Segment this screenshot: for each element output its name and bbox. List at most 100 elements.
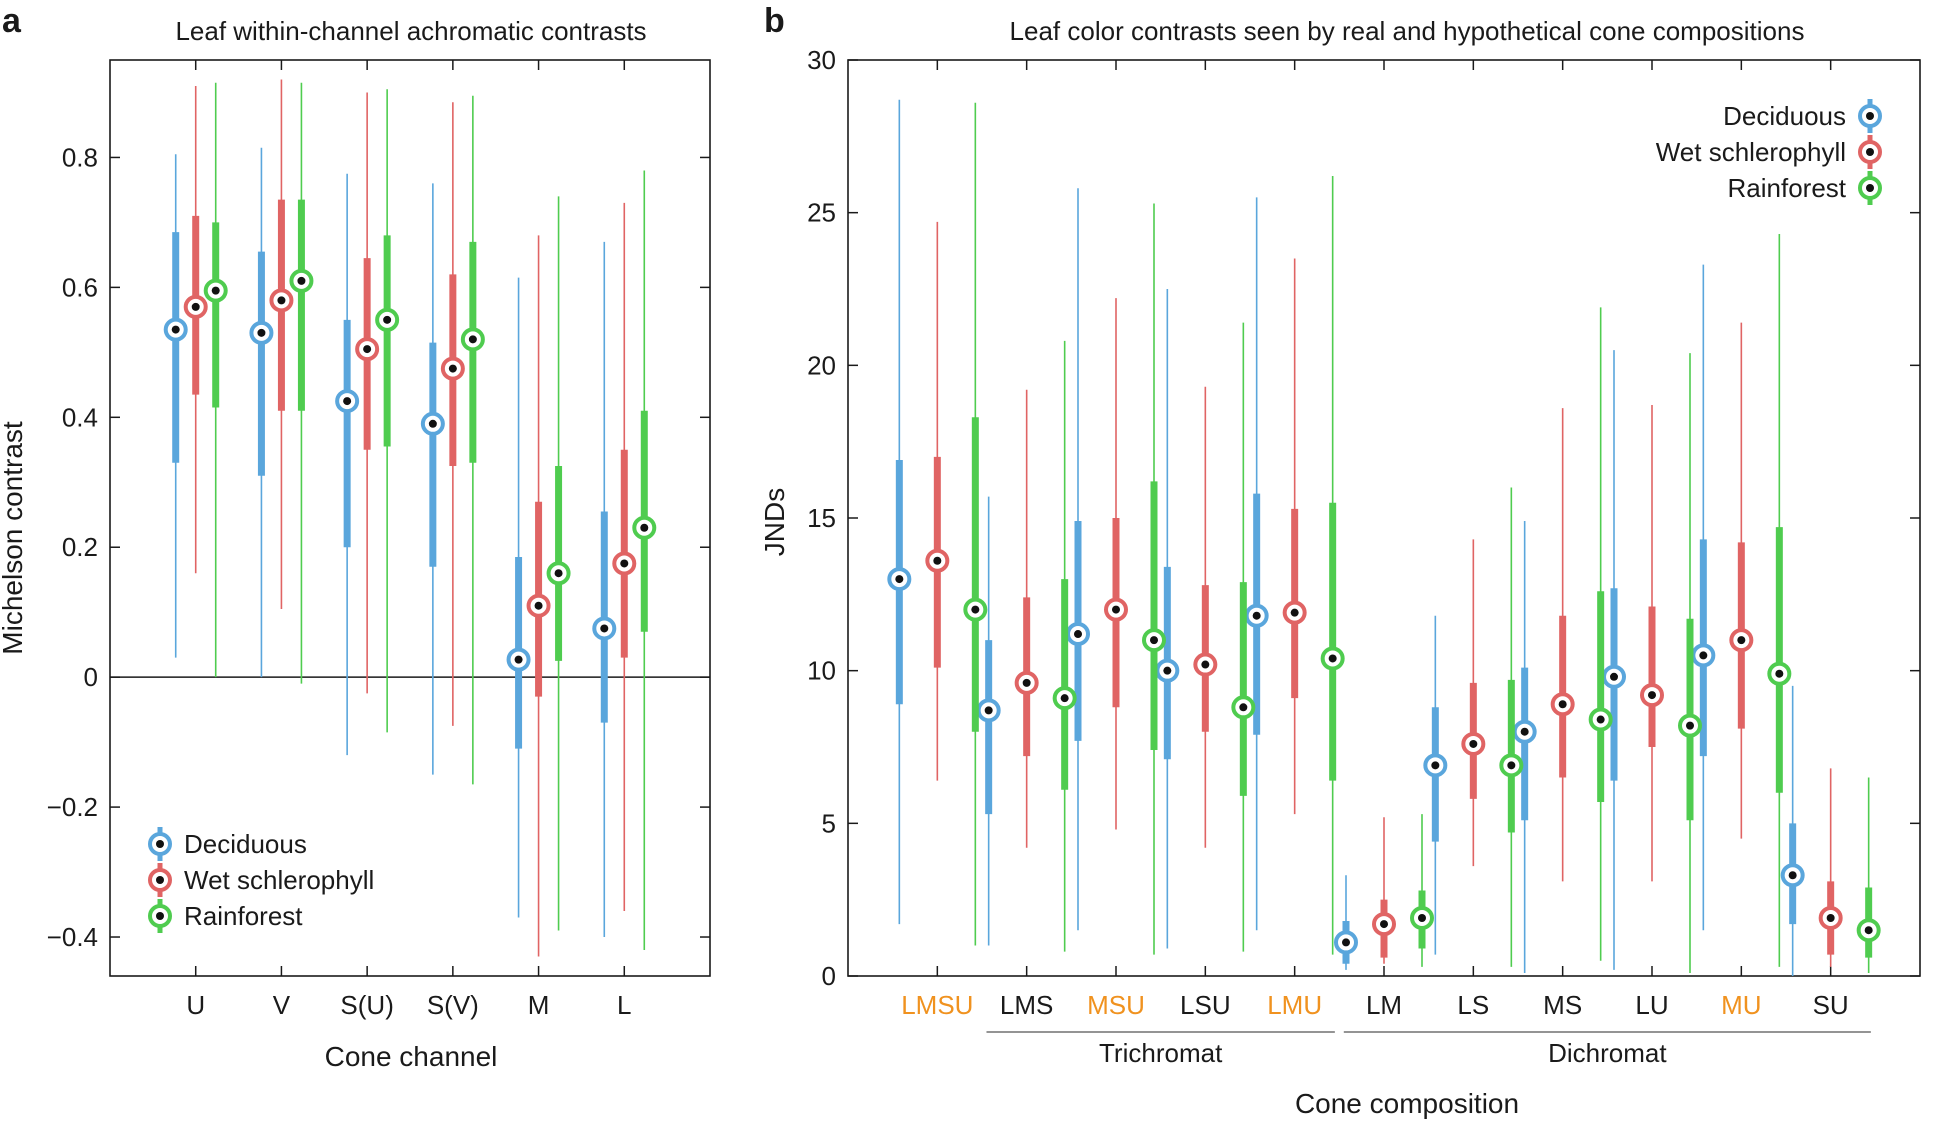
panel-b-xlabel: Cone composition [1295,1088,1519,1119]
median-dot [1150,636,1158,645]
legend-dot [156,912,164,920]
median-dot [1022,678,1031,687]
median-dot [1788,871,1797,880]
x-tick-label-u: U [186,990,205,1020]
median-dot [1342,938,1350,947]
box-rainforest-lu [1678,353,1702,973]
y-tick-label: 0.6 [62,272,98,302]
panel-label-b: b [764,2,785,40]
median-dot [1418,913,1426,922]
legend-dot [1866,148,1874,156]
median-dot [191,302,200,311]
legend-label: Rainforest [1728,173,1847,203]
legend-label: Wet schlerophyll [1656,137,1846,167]
y-tick-label: −0.2 [47,792,98,822]
legend-label: Deciduous [1723,101,1846,131]
y-tick-label: 0 [84,662,98,692]
legend-dot [1866,184,1874,192]
box-deciduous-m [506,277,531,918]
median-dot [514,655,523,664]
median-dot [1737,636,1746,645]
median-dot [1596,715,1605,724]
x-tick-label-ms: MS [1543,990,1582,1020]
median-dot [1648,691,1656,700]
box-deciduous-lm [1334,875,1358,970]
median-dot [171,325,180,334]
median-dot [363,345,372,354]
x-tick-label-msu: MSU [1087,990,1145,1020]
x-tick-label-s-v: S(V) [427,990,479,1020]
x-tick-label-s-u: S(U) [340,990,393,1020]
box-rainforest-s-v [460,95,485,785]
panel-a-plot: −0.4 −0.2 0 0.2 0.4 0.6 0.8 U V S(U) S(V) M L Deciduo… [47,59,711,1020]
median-dot [1775,669,1784,678]
y-tick-label: 0.4 [62,402,98,432]
box-wet-schlerophyll-l [612,202,637,912]
y-tick-label: 0.8 [62,142,98,172]
legend-dot [156,840,164,848]
median-dot [1507,761,1516,770]
box-wet-schlerophyll-lmu [1282,258,1307,815]
y-tick-label: 30 [807,45,836,75]
median-dot [468,335,477,344]
x-tick-label-lu: LU [1635,990,1668,1020]
median-dot [1239,703,1248,712]
x-tick-label-mu: MU [1721,990,1761,1020]
median-dot [1469,739,1478,748]
panel-b-plot: 0 5 10 15 20 25 30 LMSU LMS MSU LSU LMU LM LS MS LU MU SU… [807,45,1921,1068]
box-deciduous-s-u [335,173,360,756]
box-deciduous-l [592,241,617,938]
box-wet-schlerophyll-m [526,235,551,957]
median-dot [1826,913,1835,922]
median-dot [1380,920,1388,929]
box-rainforest-lm [1410,814,1434,967]
x-tick-label-lms: LMS [1000,990,1053,1020]
legend-entry-wet-schlerophyll: Wet schlerophyll [1656,135,1882,169]
box-deciduous-u [163,154,188,658]
median-dot [1074,630,1082,639]
box-wet-schlerophyll-mu [1729,322,1754,839]
legend-entry-wet-schlerophyll: Wet schlerophyll [148,863,374,897]
panel-b-ylabel: JNDs [759,488,790,556]
median-dot [640,523,649,532]
median-dot [383,315,392,324]
median-dot [211,286,220,295]
box-wet-schlerophyll-lu [1640,405,1664,882]
panel-a-xlabel: Cone channel [325,1041,498,1072]
panel-label-a: a [2,2,22,40]
box-rainforest-ms [1588,307,1613,961]
median-dot [984,706,993,715]
median-dot [1328,654,1337,663]
median-dot [297,276,306,285]
legend: Deciduous Wet schlerophyll Rainforest [148,827,374,933]
median-dot [1112,605,1120,614]
box-rainforest-u [203,82,228,678]
legend-entry-rainforest: Rainforest [1728,171,1882,205]
box-deciduous-lu [1602,350,1626,970]
box-deciduous-lmu [1244,197,1269,931]
box-deciduous-mu [1691,264,1716,931]
panel-b-title: Leaf color contrasts seen by real and hy… [1010,16,1805,46]
box-wet-schlerophyll-ms [1550,408,1575,882]
box-rainforest-mu [1767,234,1792,967]
box-rainforest-msu [1142,203,1166,955]
box-rainforest-lsu [1231,322,1256,952]
box-deciduous-ls [1423,615,1448,955]
median-dot [343,397,352,406]
legend-label: Rainforest [184,901,303,931]
box-deciduous-lms [976,496,1001,946]
box-wet-schlerophyll-u [183,85,208,574]
median-dot [971,605,980,614]
y-tick-label: 5 [822,808,836,838]
box-wet-schlerophyll-ls [1461,539,1486,867]
median-dot [554,569,563,578]
median-dot [428,419,437,428]
median-dot [1431,761,1440,770]
median-dot [1520,727,1529,736]
box-rainforest-l [632,170,657,951]
box-deciduous-s-v [420,183,445,775]
legend-entry-rainforest: Rainforest [148,899,303,933]
y-tick-label: 10 [807,656,836,686]
box-wet-schlerophyll-s-u [355,92,380,694]
box-wet-schlerophyll-lm [1372,817,1396,964]
